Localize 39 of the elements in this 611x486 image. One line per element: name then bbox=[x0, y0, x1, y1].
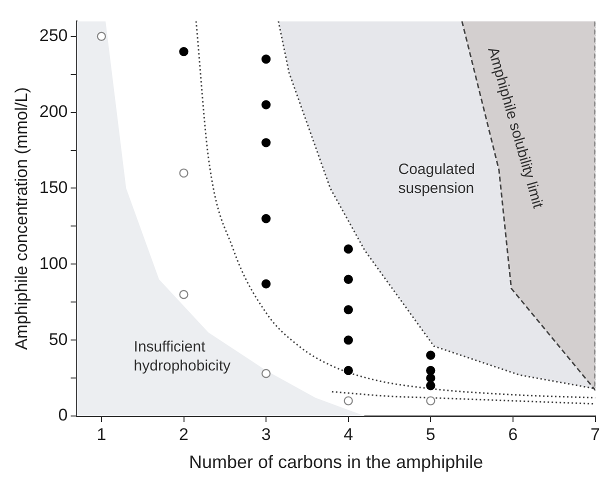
x-tick-label: 2 bbox=[179, 424, 188, 444]
point bbox=[261, 279, 271, 288]
y-tick-label: 150 bbox=[39, 178, 68, 197]
point bbox=[344, 274, 353, 284]
x-axis-title: Number of carbons in the amphiphile bbox=[188, 452, 484, 472]
point bbox=[261, 54, 271, 64]
y-axis-title: Amphiphile concentration (mmol/L) bbox=[12, 87, 31, 350]
point bbox=[344, 396, 353, 406]
y-tick-label: 0 bbox=[58, 406, 68, 425]
annotation: Coagulated suspension bbox=[398, 160, 475, 197]
point bbox=[426, 373, 436, 383]
y-tick-label: 50 bbox=[48, 330, 68, 349]
y-tick-label: 100 bbox=[39, 254, 68, 273]
y-tick-label: 250 bbox=[39, 26, 68, 46]
point bbox=[179, 46, 188, 56]
point bbox=[344, 305, 353, 314]
point bbox=[179, 290, 188, 300]
point bbox=[344, 244, 353, 254]
point bbox=[179, 168, 188, 178]
point bbox=[261, 214, 271, 224]
point bbox=[344, 366, 353, 376]
x-tick-label: 7 bbox=[590, 424, 600, 444]
x-tick-label: 4 bbox=[344, 424, 354, 444]
x-tick-label: 3 bbox=[261, 424, 271, 444]
point bbox=[426, 396, 436, 406]
point bbox=[426, 350, 436, 360]
point bbox=[261, 138, 271, 148]
x-tick-label: 1 bbox=[96, 424, 106, 444]
point bbox=[426, 381, 436, 390]
x-tick-label: 6 bbox=[508, 424, 518, 444]
point bbox=[261, 100, 271, 110]
annotation: Insufficient hydrophobicity bbox=[134, 338, 232, 374]
point bbox=[261, 368, 271, 378]
x-tick-label: 5 bbox=[426, 424, 436, 444]
point bbox=[426, 366, 436, 376]
point bbox=[96, 32, 106, 41]
y-tick-label: 200 bbox=[39, 102, 68, 121]
point bbox=[344, 335, 353, 345]
line-series bbox=[331, 390, 596, 405]
